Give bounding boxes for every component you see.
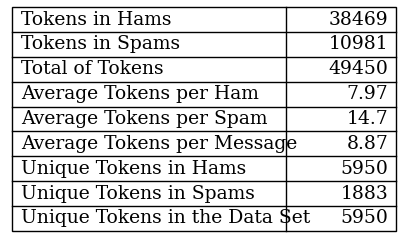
Text: 38469: 38469 (329, 10, 388, 29)
Text: 5950: 5950 (341, 209, 388, 228)
Text: Average Tokens per Ham: Average Tokens per Ham (21, 85, 259, 103)
Text: Unique Tokens in the Data Set: Unique Tokens in the Data Set (21, 209, 310, 228)
Text: 7.97: 7.97 (347, 85, 388, 103)
Text: 10981: 10981 (329, 35, 388, 53)
Text: 14.7: 14.7 (347, 110, 388, 128)
Text: Average Tokens per Spam: Average Tokens per Spam (21, 110, 268, 128)
Text: Unique Tokens in Spams: Unique Tokens in Spams (21, 185, 255, 203)
Text: 1883: 1883 (341, 185, 388, 203)
Text: 8.87: 8.87 (346, 135, 388, 153)
Text: Unique Tokens in Hams: Unique Tokens in Hams (21, 160, 246, 178)
Text: Tokens in Hams: Tokens in Hams (21, 10, 172, 29)
Text: Average Tokens per Message: Average Tokens per Message (21, 135, 297, 153)
Text: 49450: 49450 (328, 60, 388, 78)
Text: Tokens in Spams: Tokens in Spams (21, 35, 180, 53)
Text: 5950: 5950 (341, 160, 388, 178)
Text: Total of Tokens: Total of Tokens (21, 60, 164, 78)
